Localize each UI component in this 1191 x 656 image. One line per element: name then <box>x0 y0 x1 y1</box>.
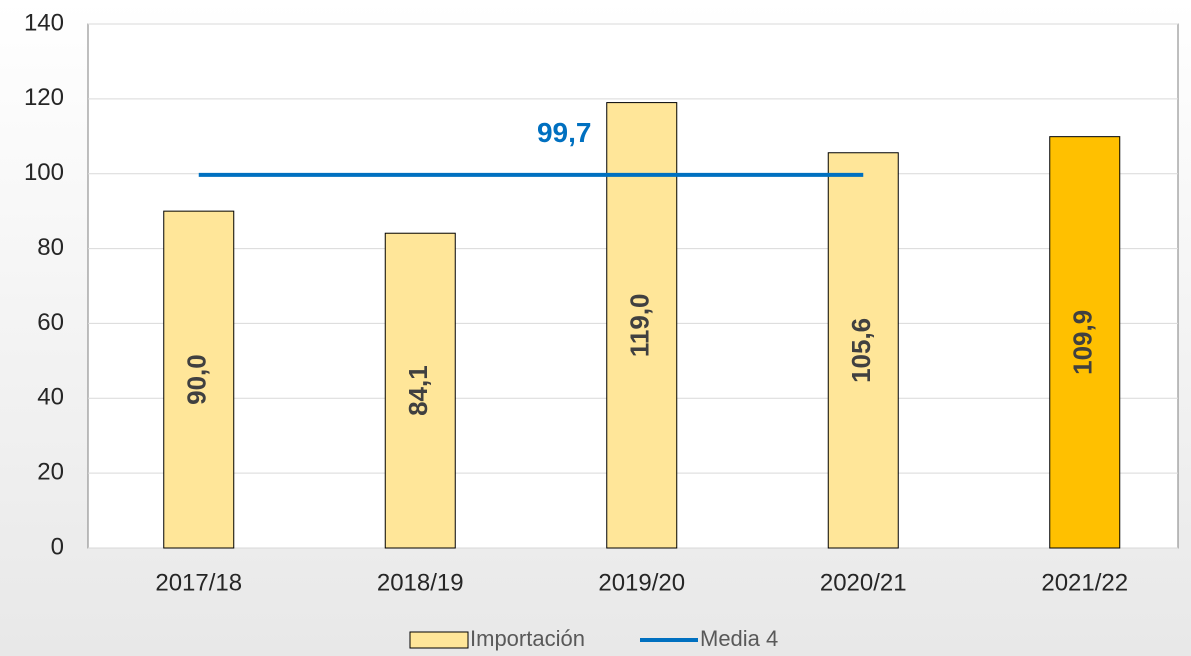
y-tick-label: 60 <box>37 309 64 336</box>
marks: 90,0 84,1 119,0 105,6 109,9 99,7 <box>163 102 1121 549</box>
x-tick-label: 2019/20 <box>598 569 685 596</box>
bar <box>1049 136 1121 549</box>
x-tick-label: 2018/19 <box>377 569 464 596</box>
y-tick-label: 20 <box>37 458 64 485</box>
y-tick-label: 100 <box>24 159 64 186</box>
legend-swatch <box>409 631 469 649</box>
x-tick-label: 2021/22 <box>1041 569 1128 596</box>
bar <box>163 210 235 549</box>
x-tick-label: 2020/21 <box>820 569 907 596</box>
value-label: 99,7 <box>537 117 592 148</box>
y-tick-label: 0 <box>51 533 64 560</box>
value-label: 90,0 <box>182 354 212 405</box>
x-tick-label: 2017/18 <box>155 569 242 596</box>
y-tick-label: 40 <box>37 384 64 411</box>
value-label: 109,9 <box>1068 310 1098 375</box>
bar <box>827 152 899 549</box>
y-tick-label: 80 <box>37 234 64 261</box>
value-label: 119,0 <box>625 293 655 357</box>
legend-label: Importación <box>470 626 585 651</box>
y-tick-label: 140 <box>24 9 64 36</box>
legend: Importación Media 4 <box>409 626 778 651</box>
y-tick-label: 120 <box>24 84 64 111</box>
value-label: 84,1 <box>403 365 433 416</box>
legend-label: Media 4 <box>700 626 778 651</box>
bar <box>384 232 456 549</box>
value-label: 105,6 <box>846 318 876 383</box>
